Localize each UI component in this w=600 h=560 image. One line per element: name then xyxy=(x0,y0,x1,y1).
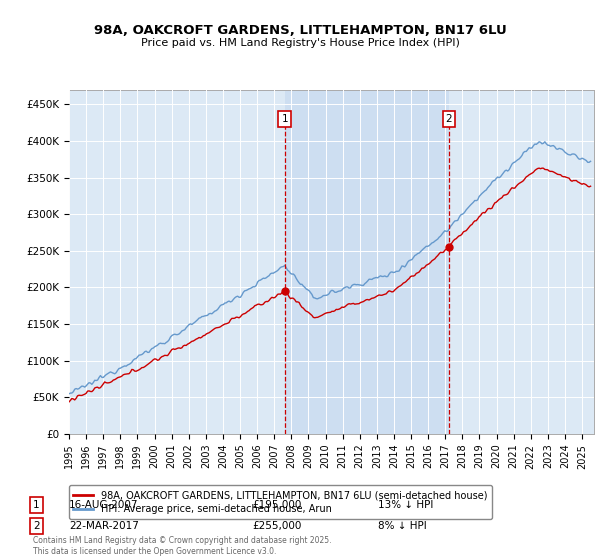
Text: 13% ↓ HPI: 13% ↓ HPI xyxy=(378,500,433,510)
Legend: 98A, OAKCROFT GARDENS, LITTLEHAMPTON, BN17 6LU (semi-detached house), HPI: Avera: 98A, OAKCROFT GARDENS, LITTLEHAMPTON, BN… xyxy=(68,486,492,519)
Text: 16-AUG-2007: 16-AUG-2007 xyxy=(69,500,139,510)
Text: £195,000: £195,000 xyxy=(252,500,301,510)
Text: 2: 2 xyxy=(33,521,40,531)
Text: 1: 1 xyxy=(33,500,40,510)
Text: £255,000: £255,000 xyxy=(252,521,301,531)
Bar xyxy=(285,90,449,434)
Text: 22-MAR-2017: 22-MAR-2017 xyxy=(69,521,139,531)
Text: Price paid vs. HM Land Registry's House Price Index (HPI): Price paid vs. HM Land Registry's House … xyxy=(140,38,460,48)
Text: Contains HM Land Registry data © Crown copyright and database right 2025.
This d: Contains HM Land Registry data © Crown c… xyxy=(33,536,331,556)
Text: 8% ↓ HPI: 8% ↓ HPI xyxy=(378,521,427,531)
Text: 98A, OAKCROFT GARDENS, LITTLEHAMPTON, BN17 6LU: 98A, OAKCROFT GARDENS, LITTLEHAMPTON, BN… xyxy=(94,24,506,36)
Text: 1: 1 xyxy=(281,114,288,124)
Text: 2: 2 xyxy=(446,114,452,124)
